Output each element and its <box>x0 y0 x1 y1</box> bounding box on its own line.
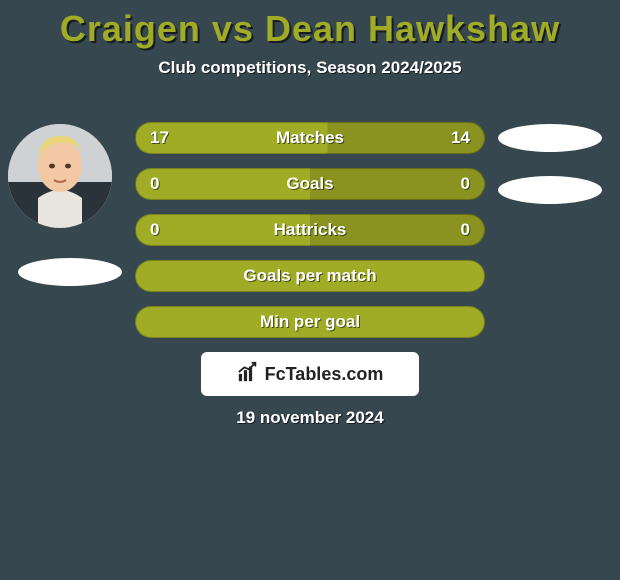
stat-right-value: 0 <box>461 174 470 194</box>
chart-icon <box>237 361 259 388</box>
stat-row: Min per goal <box>135 306 485 338</box>
player-left-logo-placeholder <box>18 258 122 286</box>
stat-label: Goals per match <box>243 266 376 286</box>
brand-badge: FcTables.com <box>201 352 419 396</box>
player-left-avatar <box>8 124 112 228</box>
stat-label: Matches <box>276 128 344 148</box>
stat-label: Goals <box>286 174 333 194</box>
stat-right-value: 0 <box>461 220 470 240</box>
stat-left-value: 0 <box>150 174 159 194</box>
stat-left-value: 0 <box>150 220 159 240</box>
player-right-avatar-placeholder <box>498 124 602 152</box>
stat-right-value: 14 <box>451 128 470 148</box>
subtitle: Club competitions, Season 2024/2025 <box>0 58 620 78</box>
player-right-logo-placeholder <box>498 176 602 204</box>
stat-left-value: 17 <box>150 128 169 148</box>
stat-row: 0 Goals 0 <box>135 168 485 200</box>
stat-label: Hattricks <box>274 220 347 240</box>
stat-row: Goals per match <box>135 260 485 292</box>
stat-row: 17 Matches 14 <box>135 122 485 154</box>
stat-row: 0 Hattricks 0 <box>135 214 485 246</box>
page-title: Craigen vs Dean Hawkshaw <box>0 0 620 50</box>
comparison-rows: 17 Matches 14 0 Goals 0 0 Hattricks 0 Goals per m… <box>135 122 485 352</box>
stat-label: Min per goal <box>260 312 360 332</box>
date-label: 19 november 2024 <box>0 408 620 428</box>
brand-label: FcTables.com <box>265 364 384 385</box>
